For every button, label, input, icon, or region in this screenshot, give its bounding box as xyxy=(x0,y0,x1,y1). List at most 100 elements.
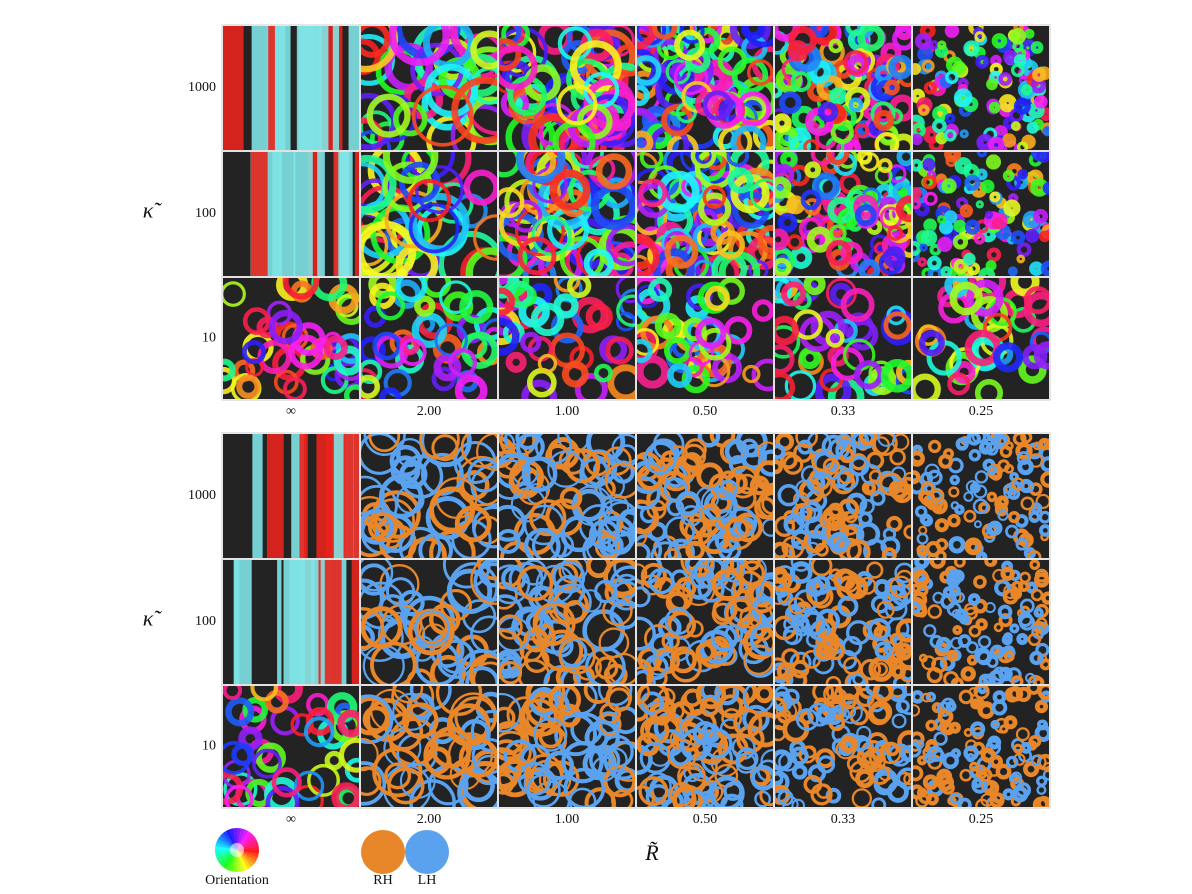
ring xyxy=(384,762,412,790)
swirl xyxy=(944,26,960,38)
ring xyxy=(869,700,893,724)
ring xyxy=(882,527,897,541)
swirl xyxy=(927,255,942,271)
ring xyxy=(969,761,980,772)
stripe xyxy=(293,152,313,276)
ring xyxy=(645,784,672,807)
ring xyxy=(552,560,586,594)
ring xyxy=(913,765,924,782)
ring xyxy=(377,611,426,660)
swirl xyxy=(499,44,538,90)
ring xyxy=(524,647,550,673)
ring xyxy=(978,441,993,455)
swirl xyxy=(388,26,451,67)
ring xyxy=(986,522,1000,536)
ring xyxy=(1026,550,1042,558)
swirl xyxy=(775,278,793,304)
orientation-wheel xyxy=(215,828,260,872)
swirl xyxy=(268,309,303,345)
stripe xyxy=(298,26,316,150)
swirl xyxy=(985,154,1002,170)
ring xyxy=(889,449,906,466)
swirl xyxy=(775,176,792,199)
ring xyxy=(777,789,794,807)
ring xyxy=(558,637,596,675)
y-axis-label: κ̃ xyxy=(143,606,163,631)
ring xyxy=(361,607,385,650)
ring xyxy=(851,434,870,450)
ring xyxy=(812,686,835,703)
ring xyxy=(470,709,497,753)
ring xyxy=(603,560,635,597)
swirl xyxy=(1010,278,1040,297)
ring xyxy=(456,455,497,507)
ring xyxy=(744,580,773,614)
swirl xyxy=(1040,260,1049,276)
ring xyxy=(968,687,979,697)
swirl xyxy=(657,170,700,213)
swirl xyxy=(394,278,428,303)
ring xyxy=(890,664,906,680)
ring xyxy=(1038,510,1049,524)
swirl xyxy=(225,697,255,727)
ring xyxy=(742,560,761,571)
swirl xyxy=(984,210,994,220)
ring xyxy=(897,647,911,670)
swirl xyxy=(361,154,397,214)
swirl xyxy=(1016,254,1026,264)
swirl xyxy=(938,220,954,235)
swirl xyxy=(637,339,653,364)
swirl xyxy=(883,311,911,340)
swirl xyxy=(941,178,957,194)
ring xyxy=(978,768,993,782)
swirl xyxy=(537,353,558,374)
ring xyxy=(597,686,633,707)
ring xyxy=(1034,700,1049,714)
ring xyxy=(941,722,955,736)
swirl xyxy=(344,384,359,399)
swirl xyxy=(382,161,433,213)
swirl xyxy=(595,153,633,190)
ring xyxy=(791,798,805,807)
legend-rh: RH xyxy=(373,873,392,888)
swirl xyxy=(935,132,948,145)
ring xyxy=(387,767,425,805)
ring xyxy=(1010,771,1023,783)
swirl xyxy=(726,152,750,167)
ring xyxy=(525,686,566,714)
ring xyxy=(465,666,497,684)
ring xyxy=(499,661,523,684)
swirl xyxy=(407,178,452,223)
ring xyxy=(720,793,744,807)
swirl xyxy=(682,317,707,342)
swirl xyxy=(459,290,494,325)
ring xyxy=(1037,719,1048,731)
swirl xyxy=(303,716,335,748)
ring xyxy=(989,644,1005,659)
swirl xyxy=(344,757,359,783)
ring xyxy=(898,693,911,716)
ring xyxy=(431,434,459,462)
swirl xyxy=(605,336,634,365)
swirl xyxy=(825,328,845,348)
ring xyxy=(872,686,894,703)
swirl xyxy=(637,55,662,86)
swirl xyxy=(978,267,996,276)
ring xyxy=(1003,651,1015,662)
ring xyxy=(1028,511,1041,523)
image-cell xyxy=(775,278,911,399)
swirl xyxy=(408,202,460,254)
swirl xyxy=(937,40,947,50)
wheel-center xyxy=(230,843,244,857)
ring xyxy=(972,498,989,515)
swirl xyxy=(963,40,980,57)
ring xyxy=(585,719,620,755)
swirl xyxy=(895,195,911,223)
swirl xyxy=(993,125,1008,140)
swirl xyxy=(887,164,907,184)
swirl xyxy=(985,260,997,272)
ring xyxy=(1009,623,1020,634)
swirl xyxy=(913,63,922,76)
swirl xyxy=(966,262,981,276)
ring xyxy=(430,726,473,769)
